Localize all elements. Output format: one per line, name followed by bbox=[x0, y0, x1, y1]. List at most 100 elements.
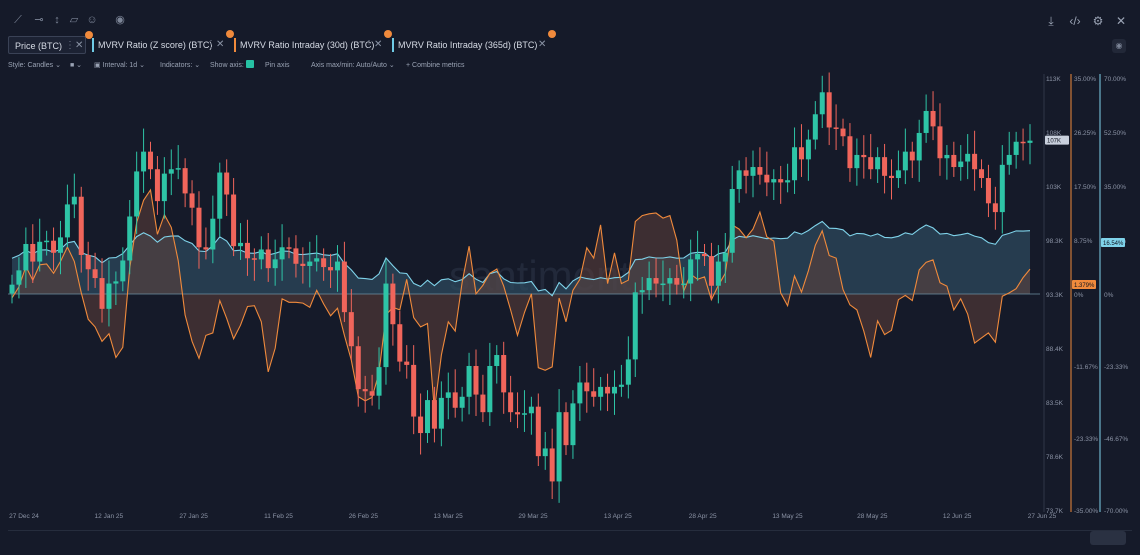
mvrv365-tick-label: 35.00% bbox=[1104, 184, 1126, 191]
indicators-dropdown[interactable]: Indicators: ⌄ bbox=[160, 62, 201, 69]
color-dropdown[interactable]: ■ ⌄ bbox=[70, 62, 83, 69]
candle-body bbox=[106, 283, 112, 309]
download-icon[interactable]: ⤓ bbox=[1048, 14, 1054, 28]
emoji-icon[interactable]: ☺ bbox=[86, 14, 98, 26]
candle-body bbox=[494, 355, 500, 366]
candle-body bbox=[674, 278, 680, 285]
candle-body bbox=[466, 366, 472, 397]
candle-body bbox=[85, 254, 91, 270]
candle-body bbox=[418, 416, 424, 434]
candle-body bbox=[840, 128, 846, 137]
price-mvrv-chart[interactable]: santiment113K108K103K98.3K93.3K88.4K83.5… bbox=[0, 72, 1140, 528]
eye-icon[interactable]: ◉ bbox=[115, 14, 125, 26]
price-tick-label: 108K bbox=[1046, 130, 1062, 137]
close-icon[interactable]: ✕ bbox=[374, 39, 383, 50]
style-dropdown[interactable]: Style: Candles ⌄ bbox=[8, 62, 61, 69]
candle-body bbox=[341, 261, 347, 313]
mvrv30-area bbox=[12, 190, 1030, 411]
candle-body bbox=[999, 164, 1005, 213]
candle-body bbox=[244, 242, 250, 259]
x-tick-label: 28 Apr 25 bbox=[689, 513, 717, 520]
tab-label: MVRV Ratio Intraday (365d) (BTC) bbox=[398, 40, 538, 50]
more-icon[interactable]: ⋮ bbox=[65, 40, 75, 51]
candle-body bbox=[411, 364, 417, 417]
candle-body bbox=[182, 168, 188, 194]
mvrv30-tick-label: 8.75% bbox=[1074, 238, 1093, 245]
horizontal-ray-icon[interactable]: ⊸ bbox=[34, 14, 44, 26]
candle-body bbox=[632, 292, 638, 360]
candle-body bbox=[480, 394, 486, 413]
pin-axis-label: Pin axis bbox=[265, 62, 290, 69]
mvrv30-tick-label: 26.25% bbox=[1074, 130, 1096, 137]
candle-body bbox=[695, 253, 701, 260]
tab-mvrv-30d[interactable]: MVRV Ratio Intraday (30d) (BTC) ⋮ ✕ bbox=[234, 30, 392, 54]
close-icon[interactable]: ✕ bbox=[1115, 14, 1127, 28]
candle-body bbox=[598, 386, 604, 397]
candle-body bbox=[44, 240, 50, 243]
candle-body bbox=[307, 261, 313, 266]
candle-body bbox=[286, 247, 292, 249]
candle-body bbox=[141, 151, 147, 172]
candle-body bbox=[778, 179, 784, 183]
tab-color-bar bbox=[234, 38, 236, 52]
x-tick-label: 13 Apr 25 bbox=[604, 513, 632, 520]
panel-settings-icon[interactable]: ◉ bbox=[1112, 39, 1126, 53]
interval-dropdown[interactable]: ▣ Interval: 1d ⌄ bbox=[94, 62, 146, 69]
mvrv365-tick-label: -70.00% bbox=[1104, 508, 1128, 515]
candle-body bbox=[16, 270, 22, 285]
mvrv30-tick-label: 35.00% bbox=[1074, 76, 1096, 83]
candle-body bbox=[134, 171, 140, 217]
candle-body bbox=[154, 169, 160, 202]
candle-body bbox=[78, 196, 84, 255]
vertical-line-icon[interactable]: ↕ bbox=[54, 14, 60, 26]
candle-body bbox=[805, 139, 811, 160]
candle-body bbox=[792, 147, 798, 181]
settings-icon[interactable]: ⚙ bbox=[1092, 14, 1104, 28]
price-tick-label: 78.6K bbox=[1046, 454, 1064, 461]
candle-body bbox=[203, 247, 209, 250]
price-tick-label: 113K bbox=[1046, 76, 1061, 83]
mvrv365-tick-label: -46.67% bbox=[1104, 436, 1128, 443]
candle-body bbox=[798, 147, 804, 160]
candle-body bbox=[757, 167, 763, 175]
candle-body bbox=[508, 392, 514, 413]
candle-body bbox=[521, 413, 527, 415]
mvrv365-tick-label: 70.00% bbox=[1104, 76, 1126, 83]
more-icon[interactable]: ⋮ bbox=[364, 39, 374, 50]
close-icon[interactable]: ✕ bbox=[75, 40, 84, 51]
axis-maxmin-dropdown[interactable]: Axis max/min: Auto/Auto ⌄ bbox=[311, 62, 395, 69]
tab-mvrv-zscore[interactable]: MVRV Ratio (Z score) (BTC) ⋮ ✕ bbox=[92, 30, 234, 54]
candle-body bbox=[812, 114, 818, 140]
candle-body bbox=[764, 174, 770, 183]
pin-axis-toggle[interactable]: Pin axis bbox=[265, 60, 290, 72]
candle-body bbox=[217, 172, 223, 219]
candle-body bbox=[92, 269, 98, 279]
time-scroller[interactable] bbox=[8, 530, 1132, 548]
candle-body bbox=[397, 324, 403, 362]
candle-body bbox=[71, 196, 77, 205]
candle-body bbox=[120, 260, 126, 282]
tab-color-bar bbox=[92, 38, 94, 52]
candle-body bbox=[965, 153, 971, 162]
candle-body bbox=[459, 396, 465, 408]
show-axis-toggle[interactable]: Show axis: bbox=[210, 60, 254, 72]
combine-metrics-button[interactable]: + Combine metrics bbox=[406, 62, 465, 69]
more-icon[interactable]: ⋮ bbox=[206, 39, 216, 50]
candle-body bbox=[729, 189, 735, 253]
candle-body bbox=[238, 242, 244, 247]
tab-price[interactable]: Price (BTC) ⋮ ✕ bbox=[8, 31, 93, 54]
candle-body bbox=[785, 180, 791, 183]
price-tick-label: 83.5K bbox=[1046, 400, 1064, 407]
close-icon[interactable]: ✕ bbox=[538, 39, 547, 50]
mvrv30-line bbox=[11, 188, 1031, 411]
checkbox-icon[interactable] bbox=[245, 60, 254, 68]
note-icon[interactable]: ▱ bbox=[69, 14, 79, 26]
close-icon[interactable]: ✕ bbox=[216, 39, 225, 50]
scroller-handle[interactable] bbox=[1090, 531, 1126, 545]
candle-body bbox=[314, 258, 320, 262]
candle-body bbox=[985, 178, 991, 204]
tab-mvrv-365d[interactable]: MVRV Ratio Intraday (365d) (BTC) ✕ bbox=[392, 30, 556, 54]
line-tool-icon[interactable]: ⟋ bbox=[14, 14, 22, 26]
candle-body bbox=[861, 154, 867, 158]
embed-icon[interactable]: ‹/› bbox=[1069, 14, 1081, 28]
